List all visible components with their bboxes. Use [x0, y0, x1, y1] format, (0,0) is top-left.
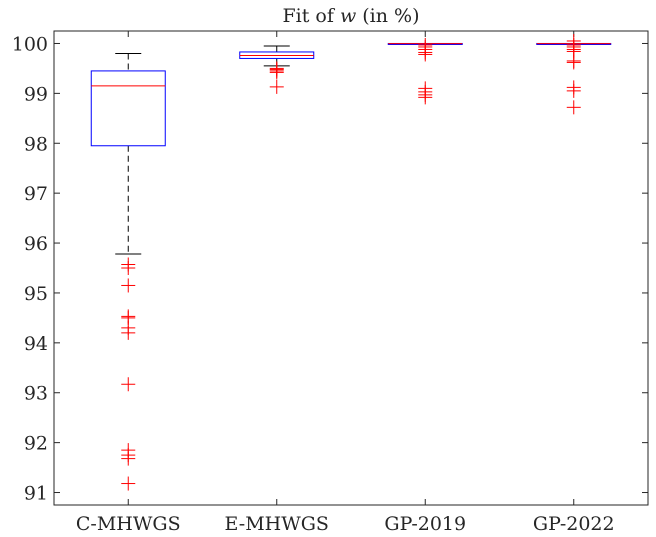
- y-tick-label: 98: [24, 133, 48, 155]
- x-category-label: C-MHWGS: [76, 513, 181, 535]
- y-tick-label: 94: [24, 333, 48, 355]
- outlier-marker: [566, 55, 581, 70]
- box-group: [239, 45, 315, 94]
- y-tick-label: 99: [24, 83, 48, 105]
- y-tick-label: 96: [24, 233, 48, 255]
- y-tick-label: 93: [24, 383, 48, 405]
- y-axis: 91 92 93 94 95 96 97 98 99 100: [12, 33, 648, 505]
- y-tick-label: 97: [24, 183, 48, 205]
- plot-area-frame: [53, 30, 649, 506]
- chart-title-prefix: Fit of: [283, 5, 340, 27]
- outlier-marker: [418, 90, 433, 105]
- x-category-label: GP-2019: [384, 513, 466, 535]
- y-tick-label: 100: [12, 33, 48, 55]
- outlier-marker: [121, 278, 136, 293]
- chart-title: Fit of w (in %): [283, 5, 420, 27]
- outlier-marker: [121, 325, 136, 340]
- outlier-marker: [566, 83, 581, 98]
- outlier-marker: [121, 377, 136, 392]
- box-group: [536, 33, 612, 115]
- outlier-marker: [121, 476, 136, 491]
- outlier-marker: [121, 451, 136, 466]
- x-axis: C-MHWGS E-MHWGS GP-2019 GP-2022: [76, 31, 615, 535]
- iqr-box: [90, 70, 166, 147]
- box-group: [387, 37, 463, 105]
- box-group: [90, 52, 166, 491]
- outlier-marker: [269, 79, 284, 94]
- outlier-marker: [121, 261, 136, 275]
- outlier-marker: [418, 47, 433, 62]
- outlier-marker: [269, 65, 284, 80]
- outlier-marker: [566, 100, 581, 115]
- x-category-label: E-MHWGS: [225, 513, 329, 535]
- chart-title-suffix: (in %): [356, 5, 419, 27]
- box-series: [90, 33, 612, 491]
- x-category-label: GP-2022: [533, 513, 615, 535]
- chart-title-variable: w: [340, 5, 356, 27]
- y-tick-label: 92: [24, 433, 48, 455]
- y-tick-label: 95: [24, 283, 48, 305]
- y-tick-label: 91: [24, 483, 48, 505]
